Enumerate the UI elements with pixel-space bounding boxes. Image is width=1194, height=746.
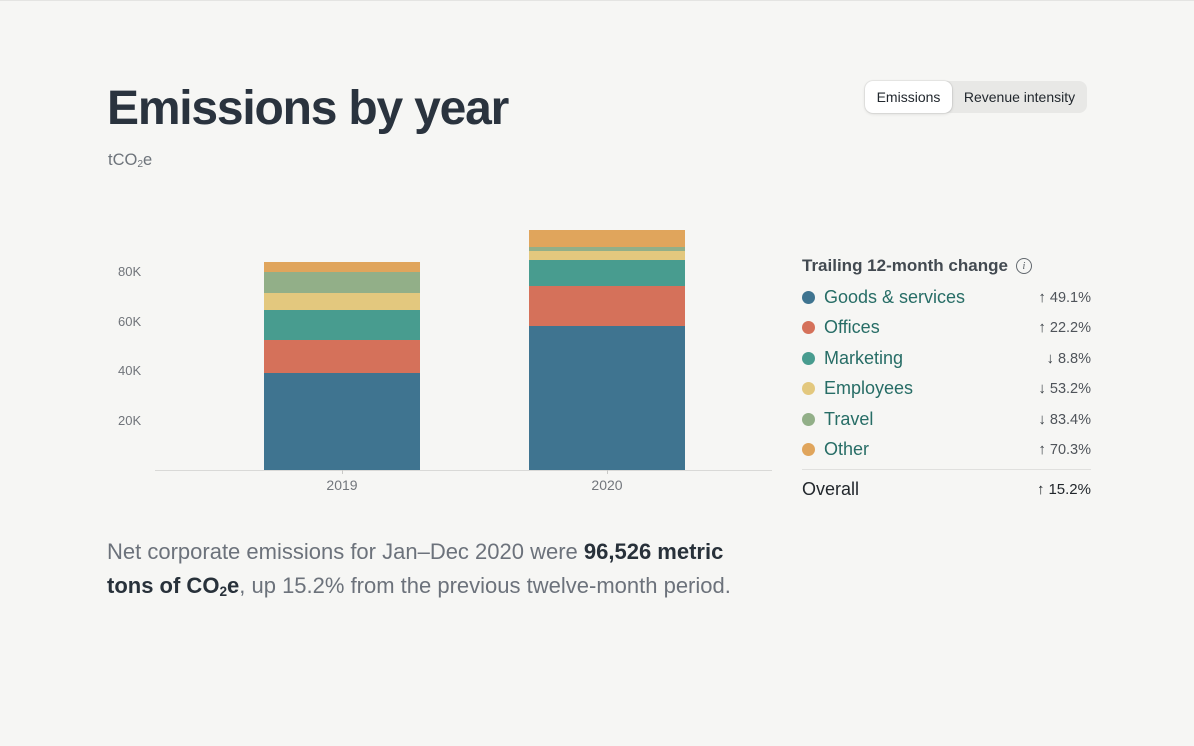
bar-segment-2019-other[interactable]	[264, 262, 420, 273]
legend-item-change: ↑ 22.2%	[1038, 319, 1091, 337]
tab-revenue-intensity[interactable]: Revenue intensity	[952, 81, 1087, 113]
y-axis-label: 60K	[118, 313, 142, 329]
other-dot-icon	[802, 443, 815, 457]
legend-item-label: Marketing	[824, 347, 904, 368]
y-axis-label: 40K	[118, 363, 142, 379]
arrow-up-icon: ↑	[1038, 288, 1046, 306]
legend-item-change: ↑ 70.3%	[1038, 441, 1091, 459]
legend-item-change: ↓ 8.8%	[1046, 349, 1091, 367]
legend-item-change: ↑ 49.1%	[1038, 288, 1091, 306]
view-toggle: Emissions Revenue intensity	[865, 81, 1087, 113]
y-axis-label: 80K	[118, 263, 142, 279]
x-axis-tick	[607, 470, 608, 474]
legend-item-label: Travel	[824, 408, 874, 429]
summary-text: Net corporate emissions for Jan–Dec 2020…	[107, 535, 797, 605]
bar-segment-2019-marketing[interactable]	[264, 310, 420, 340]
legend-item-change: ↓ 83.4%	[1038, 410, 1091, 428]
legend-overall-row: Overall ↑ 15.2%	[802, 470, 1091, 508]
x-axis-label: 2020	[591, 477, 623, 493]
employees-dot-icon	[802, 382, 815, 396]
summary-tail: , up 15.2% from the previous twelve-mont…	[239, 572, 731, 598]
arrow-down-icon: ↓	[1038, 380, 1046, 398]
x-axis-tick	[342, 470, 343, 474]
stacked-bar-2020[interactable]	[529, 229, 685, 470]
arrow-down-icon: ↓	[1046, 349, 1054, 367]
legend-item-offices: Offices ↑ 22.2%	[802, 313, 1091, 344]
info-icon[interactable]: i	[1015, 257, 1032, 274]
overall-change: ↑ 15.2%	[1036, 480, 1091, 498]
legend-header: Trailing 12-month change i	[802, 255, 1091, 276]
arrow-up-icon: ↑	[1038, 319, 1046, 337]
page-title: Emissions by year	[107, 82, 509, 135]
goods-services-dot-icon	[802, 290, 815, 304]
legend-item-label: Offices	[824, 317, 880, 338]
bar-segment-2020-offices[interactable]	[529, 286, 685, 326]
bar-segment-2020-other[interactable]	[529, 229, 685, 248]
legend-item-change: ↓ 53.2%	[1038, 380, 1091, 398]
bar-segment-2020-marketing[interactable]	[529, 259, 685, 287]
offices-dot-icon	[802, 321, 815, 335]
bar-segment-2019-travel[interactable]	[264, 272, 420, 294]
bar-segment-2019-goods-services[interactable]	[264, 372, 420, 470]
legend-item-employees: Employees ↓ 53.2%	[802, 374, 1091, 405]
arrow-up-icon: ↑	[1038, 441, 1046, 459]
marketing-dot-icon	[802, 351, 815, 365]
summary-bold: 96,526 metric tons of CO2e	[107, 539, 724, 599]
legend-item-label: Other	[824, 439, 870, 460]
legend-divider	[802, 469, 1091, 470]
tab-emissions[interactable]: Emissions	[865, 81, 952, 113]
bar-segment-2020-employees[interactable]	[529, 250, 685, 260]
travel-dot-icon	[802, 412, 815, 426]
legend-item-other: Other ↑ 70.3%	[802, 435, 1091, 466]
bar-segment-2019-employees[interactable]	[264, 293, 420, 311]
stacked-bar-2019[interactable]	[264, 262, 420, 470]
legend-item-travel: Travel ↓ 83.4%	[802, 404, 1091, 435]
legend-item-goods-services: Goods & services ↑ 49.1%	[802, 282, 1091, 313]
bar-segment-2020-goods-services[interactable]	[529, 325, 685, 470]
legend-title: Trailing 12-month change	[802, 255, 1008, 275]
y-axis-label: 20K	[118, 413, 142, 429]
chart-plot-area: 2019 2020	[155, 221, 772, 493]
arrow-down-icon: ↓	[1038, 410, 1046, 428]
y-axis: 20K 40K 60K 80K	[118, 221, 152, 471]
arrow-up-icon: ↑	[1036, 480, 1045, 498]
bar-segment-2020-travel[interactable]	[529, 247, 685, 251]
legend-item-label: Goods & services	[824, 286, 966, 307]
legend-item-marketing: Marketing ↓ 8.8%	[802, 343, 1091, 374]
x-axis-label: 2019	[326, 477, 358, 493]
overall-label: Overall	[802, 478, 860, 499]
chart-units-label: tCO2e	[108, 151, 153, 171]
summary-lead: Net corporate emissions for Jan–Dec 2020…	[107, 539, 584, 564]
legend-panel: Trailing 12-month change i Goods & servi…	[802, 255, 1091, 508]
bar-segment-2019-offices[interactable]	[264, 339, 420, 373]
legend-item-label: Employees	[824, 378, 914, 399]
legend-rows: Goods & services ↑ 49.1% Offices ↑ 22.2% M…	[802, 282, 1091, 465]
